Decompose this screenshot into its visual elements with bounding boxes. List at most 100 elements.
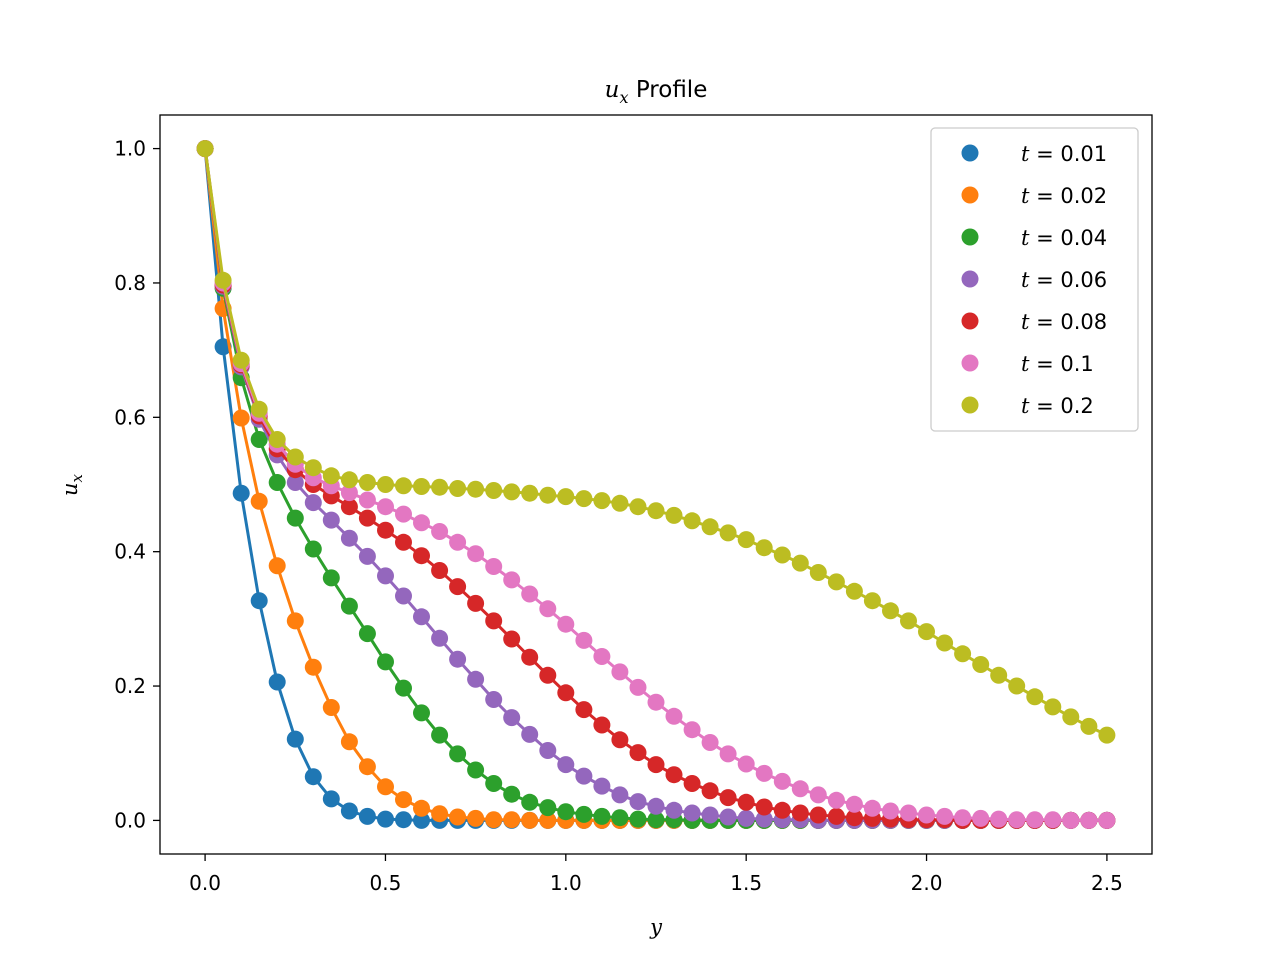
ylabel-var: u bbox=[58, 482, 82, 496]
chart-title: ux Profile bbox=[605, 77, 708, 107]
data-point bbox=[918, 623, 935, 641]
title-sub: x bbox=[619, 88, 628, 107]
data-point bbox=[358, 625, 376, 643]
data-point bbox=[250, 592, 268, 610]
data-point bbox=[683, 804, 701, 822]
data-point bbox=[521, 811, 539, 829]
data-point bbox=[629, 793, 647, 811]
data-point bbox=[286, 509, 304, 527]
legend-value: = 0.02 bbox=[1029, 184, 1107, 208]
data-point bbox=[485, 691, 503, 708]
x-tick-label: 2.5 bbox=[1091, 871, 1123, 895]
legend-value: = 0.06 bbox=[1029, 268, 1107, 292]
data-point bbox=[485, 482, 503, 499]
data-point bbox=[900, 804, 917, 822]
data-point bbox=[1062, 708, 1080, 726]
data-point bbox=[593, 648, 611, 665]
data-point bbox=[449, 578, 467, 596]
data-point bbox=[611, 494, 629, 512]
data-point bbox=[737, 809, 755, 827]
data-point bbox=[701, 782, 719, 800]
data-point bbox=[358, 807, 376, 825]
data-point bbox=[827, 807, 845, 825]
data-point bbox=[809, 564, 827, 581]
data-point bbox=[413, 811, 430, 829]
data-point bbox=[1098, 726, 1116, 744]
data-point bbox=[377, 778, 394, 796]
data-point bbox=[791, 554, 809, 572]
legend-var: t bbox=[1021, 394, 1030, 418]
data-point bbox=[575, 767, 593, 785]
x-tick-label: 1.0 bbox=[550, 871, 582, 895]
y-tick-label: 0.0 bbox=[114, 808, 146, 832]
data-point bbox=[719, 524, 737, 542]
legend-entry-6: t = 0.2 bbox=[1021, 394, 1094, 418]
data-point bbox=[1008, 677, 1026, 695]
data-point bbox=[340, 597, 358, 615]
legend-entry-2: t = 0.04 bbox=[1021, 226, 1107, 250]
data-point bbox=[322, 790, 340, 808]
data-point bbox=[737, 531, 755, 549]
data-point bbox=[863, 592, 881, 610]
data-point bbox=[232, 484, 250, 502]
data-point bbox=[683, 512, 701, 530]
data-point bbox=[972, 809, 990, 827]
data-point bbox=[286, 474, 304, 491]
data-point bbox=[665, 766, 683, 784]
data-point bbox=[485, 612, 503, 630]
data-point bbox=[593, 807, 611, 825]
data-point bbox=[286, 612, 304, 630]
data-point bbox=[268, 431, 286, 448]
data-point bbox=[1026, 688, 1044, 706]
data-point bbox=[413, 514, 430, 532]
data-point bbox=[503, 571, 521, 589]
legend-value: = 0.2 bbox=[1029, 394, 1093, 418]
data-point bbox=[340, 733, 358, 751]
legend-value: = 0.01 bbox=[1029, 142, 1107, 166]
data-point bbox=[791, 780, 809, 798]
data-point bbox=[755, 810, 773, 828]
series-6 bbox=[196, 140, 1116, 744]
data-point bbox=[773, 772, 791, 790]
data-point bbox=[340, 529, 358, 547]
data-point bbox=[413, 799, 430, 817]
data-point bbox=[358, 758, 376, 776]
data-point bbox=[449, 745, 467, 763]
data-point bbox=[413, 704, 430, 722]
ylabel-sub: x bbox=[68, 473, 86, 482]
data-point bbox=[268, 673, 286, 691]
legend-entry-0: t = 0.01 bbox=[1021, 142, 1107, 166]
data-point bbox=[557, 615, 575, 633]
legend-entry-1: t = 0.02 bbox=[1021, 184, 1107, 208]
y-tick-label: 0.4 bbox=[114, 540, 146, 564]
data-point bbox=[521, 793, 539, 811]
data-point bbox=[431, 629, 449, 647]
data-point bbox=[485, 775, 503, 792]
x-axis: 0.0 0.5 1.0 1.5 2.0 2.5 bbox=[189, 854, 1123, 895]
data-point bbox=[845, 795, 863, 813]
plot-area bbox=[196, 140, 1116, 829]
legend-marker-3 bbox=[961, 270, 979, 288]
data-point bbox=[629, 810, 647, 828]
data-point bbox=[719, 745, 737, 763]
x-tick-label: 1.5 bbox=[730, 871, 762, 895]
data-point bbox=[232, 409, 250, 427]
data-point bbox=[503, 483, 521, 501]
legend-marker-6 bbox=[961, 396, 979, 414]
data-point bbox=[340, 484, 358, 502]
data-point bbox=[773, 801, 791, 819]
x-tick-label: 2.0 bbox=[911, 871, 943, 895]
data-point bbox=[575, 805, 593, 823]
data-point bbox=[936, 634, 954, 652]
legend-marker-0 bbox=[961, 144, 979, 162]
data-point bbox=[286, 448, 304, 466]
data-point bbox=[845, 809, 863, 827]
data-point bbox=[214, 271, 232, 289]
data-point bbox=[683, 775, 701, 792]
data-point bbox=[719, 808, 737, 826]
data-point bbox=[377, 653, 394, 671]
data-point bbox=[413, 478, 430, 495]
data-point bbox=[1098, 811, 1116, 829]
x-tick-label: 0.0 bbox=[189, 871, 221, 895]
data-point bbox=[340, 498, 358, 516]
